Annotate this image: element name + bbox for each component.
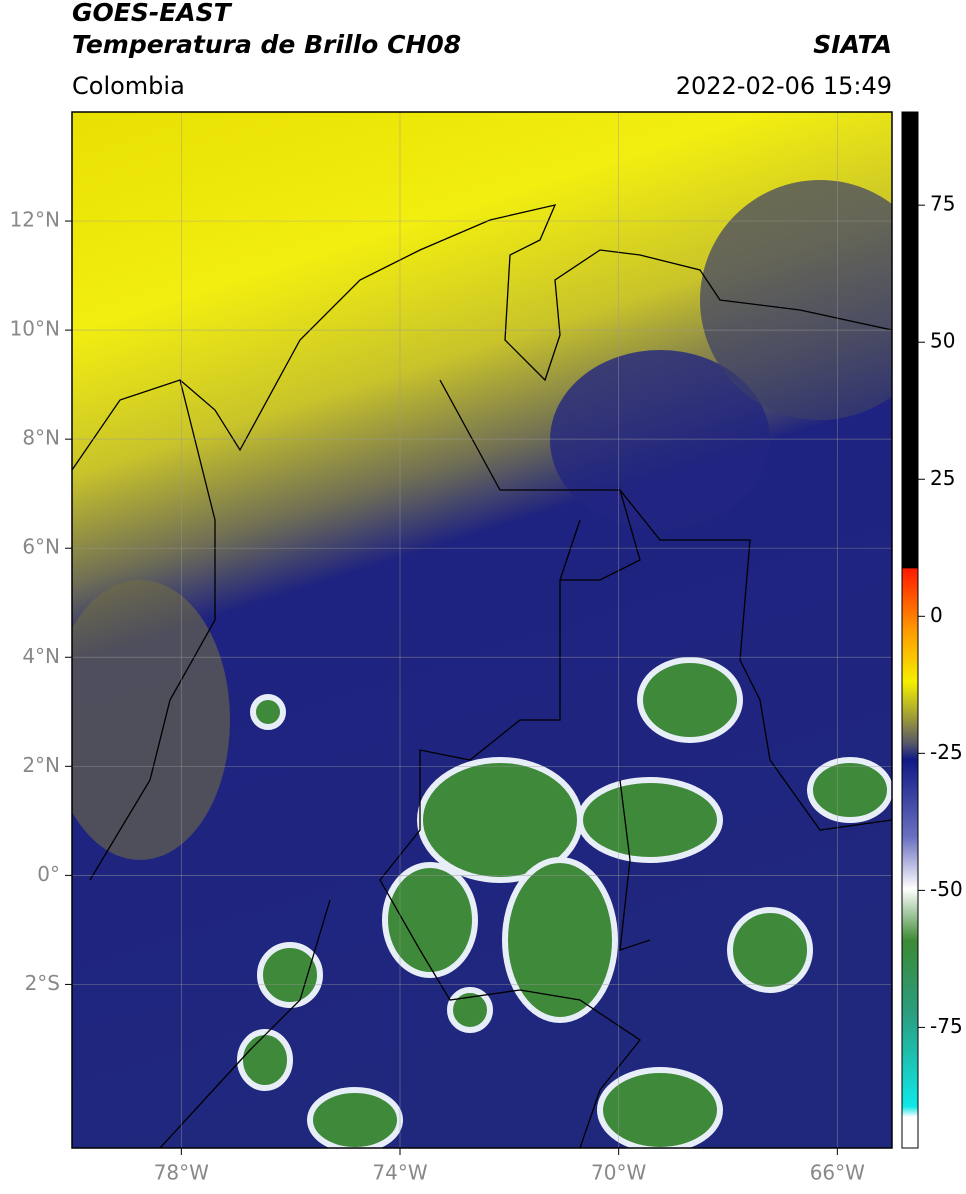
colorbar-tick-label: -25 (930, 740, 963, 764)
y-tick-label: 12°N (10, 208, 60, 232)
colorbar-tick-label: 50 (930, 329, 955, 353)
x-tick-label: 74°W (372, 1161, 427, 1185)
y-tick-label: 8°N (22, 426, 60, 450)
y-tick-label: 2°N (22, 753, 60, 777)
colorbar-tick-label: 0 (930, 603, 943, 627)
y-tick-label: 0° (37, 862, 60, 886)
x-tick-label: 66°W (810, 1161, 865, 1185)
source: SIATA (813, 30, 892, 59)
x-tick-label: 78°W (154, 1161, 209, 1185)
datetime: 2022-02-06 15:49 (676, 72, 892, 100)
map-frame (71, 111, 893, 1149)
region: Colombia (72, 72, 185, 100)
subtitle: Temperatura de Brillo CH08 (72, 30, 461, 59)
y-tick-label: 4°N (22, 644, 60, 668)
map-image (72, 112, 892, 1148)
y-tick-label: 2°S (25, 971, 60, 995)
colorbar-tick-label: 75 (930, 192, 955, 216)
title: GOES-EAST (72, 0, 233, 27)
colorbar-tick-label: -50 (930, 877, 963, 901)
x-tick-label: 70°W (591, 1161, 646, 1185)
y-tick-label: 6°N (22, 535, 60, 559)
y-tick-label: 10°N (10, 317, 60, 341)
colorbar (901, 111, 919, 1149)
colorbar-tick-label: -75 (930, 1014, 963, 1038)
colorbar-tick-label: 25 (930, 466, 955, 490)
